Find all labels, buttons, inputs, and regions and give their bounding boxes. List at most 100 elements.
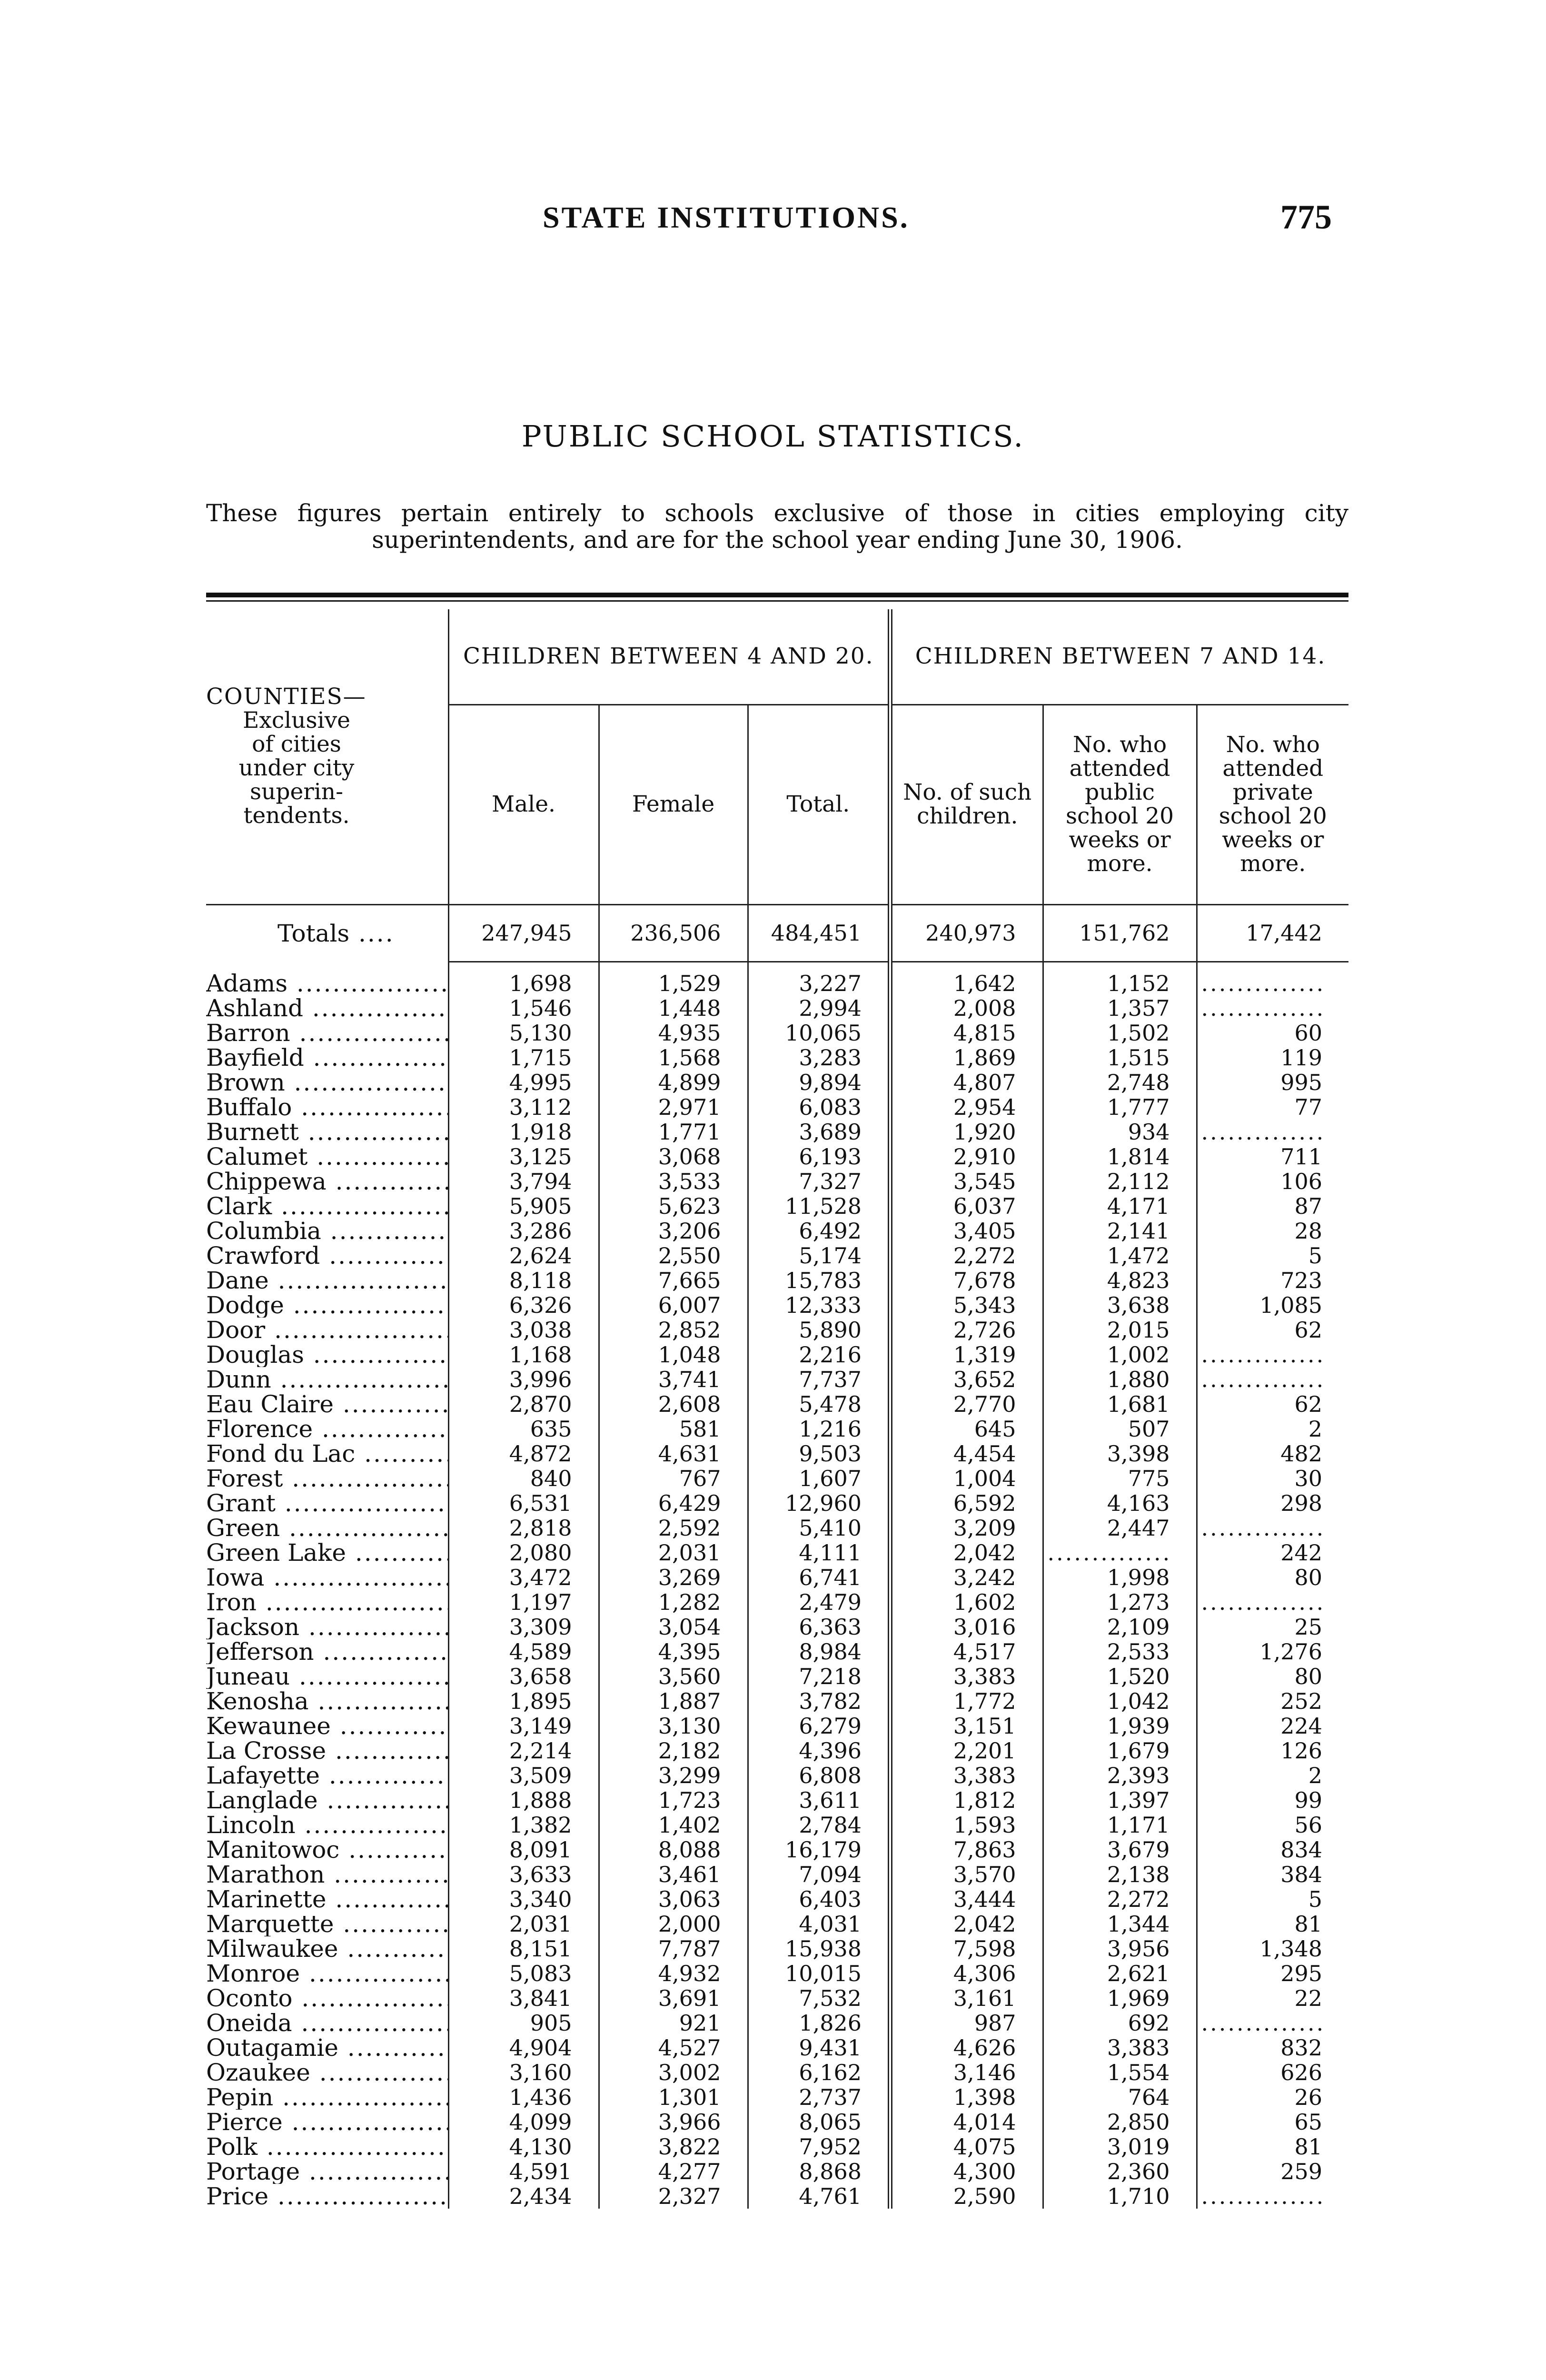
table-row: Kewaunee ..............................3…: [206, 1714, 1349, 1738]
cell-private-school: 81: [1196, 2134, 1349, 2159]
table-row: Barron ..............................5,1…: [206, 1021, 1349, 1045]
table-row: Milwaukee ..............................…: [206, 1936, 1349, 1961]
cell-male: 5,130: [447, 1021, 599, 1045]
cell-total: 2,784: [747, 1813, 891, 1837]
county-name: Iowa ..............................: [206, 1565, 448, 1590]
county-name-text: Ozaukee: [206, 2060, 310, 2085]
county-name: Calumet ..............................: [206, 1144, 448, 1169]
county-name: Pierce ..............................: [206, 2110, 448, 2134]
cell-male: 1,168: [447, 1342, 599, 1367]
cell-private-school: 81: [1196, 1912, 1349, 1936]
county-name: Barron ..............................: [206, 1021, 448, 1045]
page-number: 775: [1280, 198, 1332, 236]
cell-private-school: ..............: [1196, 2011, 1349, 2035]
totals-no-such: 240,973: [888, 904, 1043, 962]
col-header-total: Total.: [747, 704, 891, 905]
county-name-text: Calumet: [206, 1144, 308, 1169]
cell-no-such-children: 3,161: [888, 1986, 1043, 2011]
county-name-text: Lincoln: [206, 1813, 296, 1837]
cell-female: 3,691: [598, 1986, 748, 2011]
col-header-no-such-children: No. of such children.: [888, 704, 1043, 905]
cell-female: 3,206: [598, 1219, 748, 1243]
cell-total: 6,492: [747, 1219, 891, 1243]
cell-female: 1,282: [598, 1590, 748, 1615]
cell-male: 5,083: [447, 1961, 599, 1986]
cell-total: 10,015: [747, 1961, 891, 1986]
cell-no-such-children: 645: [888, 1417, 1043, 1441]
cell-male: 840: [447, 1466, 599, 1491]
county-name: Marquette ..............................: [206, 1912, 448, 1936]
table-row: Jackson ..............................3,…: [206, 1615, 1349, 1639]
cell-public-school: 1,880: [1042, 1367, 1197, 1392]
cell-total: 3,227: [747, 971, 891, 996]
cell-total: 6,363: [747, 1615, 891, 1639]
table-row: Clark ..............................5,90…: [206, 1194, 1349, 1219]
table-row: Ashland ..............................1,…: [206, 996, 1349, 1021]
cell-total: 2,737: [747, 2085, 891, 2110]
cell-public-school: 2,109: [1042, 1615, 1197, 1639]
cell-private-school: ..............: [1196, 1120, 1349, 1144]
county-name: Dane ..............................: [206, 1268, 448, 1293]
cell-public-school: 764: [1042, 2085, 1197, 2110]
cell-total: 6,193: [747, 1144, 891, 1169]
cell-male: 4,872: [447, 1441, 599, 1466]
cell-public-school: 3,383: [1042, 2035, 1197, 2060]
cell-private-school: 482: [1196, 1441, 1349, 1466]
cell-public-school: 1,814: [1042, 1144, 1197, 1169]
cell-private-school: 26: [1196, 2085, 1349, 2110]
cell-public-school: 1,042: [1042, 1689, 1197, 1714]
county-name-text: Lafayette: [206, 1763, 320, 1788]
cell-public-school: 1,554: [1042, 2060, 1197, 2085]
page-title: PUBLIC SCHOOL STATISTICS.: [521, 419, 1025, 454]
county-name-text: Forest: [206, 1466, 283, 1491]
cell-total: 4,111: [747, 1540, 891, 1565]
county-name: Grant ..............................: [206, 1491, 448, 1516]
cell-male: 2,818: [447, 1516, 599, 1540]
totals-private: 17,442: [1196, 904, 1349, 962]
table-row: Portage ..............................4,…: [206, 2159, 1349, 2184]
table-row: Green Lake .............................…: [206, 1540, 1349, 1565]
cell-public-school: 1,472: [1042, 1243, 1197, 1268]
cell-total: 7,094: [747, 1862, 891, 1887]
cell-total: 9,894: [747, 1070, 891, 1095]
table-row: Door ..............................3,038…: [206, 1318, 1349, 1342]
cell-female: 3,130: [598, 1714, 748, 1738]
cell-private-school: 80: [1196, 1664, 1349, 1689]
county-name-text: Kewaunee: [206, 1714, 331, 1738]
table-row: Juneau ..............................3,6…: [206, 1664, 1349, 1689]
cell-male: 8,118: [447, 1268, 599, 1293]
cell-total: 8,065: [747, 2110, 891, 2134]
cell-public-school: 507: [1042, 1417, 1197, 1441]
county-name: Manitowoc ..............................: [206, 1837, 448, 1862]
table-row: Kenosha ..............................1,…: [206, 1689, 1349, 1714]
cell-total: 8,984: [747, 1639, 891, 1664]
cell-male: 3,841: [447, 1986, 599, 2011]
table-row: Ozaukee ..............................3,…: [206, 2060, 1349, 2085]
cell-no-such-children: 1,812: [888, 1788, 1043, 1813]
county-name: Pepin ..............................: [206, 2085, 448, 2110]
cell-no-such-children: 2,910: [888, 1144, 1043, 1169]
county-name-text: Green: [206, 1516, 280, 1540]
cell-female: 2,327: [598, 2184, 748, 2209]
cell-no-such-children: 4,306: [888, 1961, 1043, 1986]
cell-female: 921: [598, 2011, 748, 2035]
cell-female: 767: [598, 1466, 748, 1491]
cell-public-school: 3,956: [1042, 1936, 1197, 1961]
cell-male: 3,125: [447, 1144, 599, 1169]
counties-header: COUNTIES— Exclusive of cities under city…: [206, 609, 448, 905]
cell-female: 4,395: [598, 1639, 748, 1664]
cell-total: 3,283: [747, 1045, 891, 1070]
table-row: Dane ..............................8,118…: [206, 1268, 1349, 1293]
cell-total: 4,761: [747, 2184, 891, 2209]
table-row: Lincoln ..............................1,…: [206, 1813, 1349, 1837]
cell-male: 1,382: [447, 1813, 599, 1837]
cell-private-school: 56: [1196, 1813, 1349, 1837]
cell-female: 6,007: [598, 1293, 748, 1318]
cell-private-school: 384: [1196, 1862, 1349, 1887]
cell-male: 3,149: [447, 1714, 599, 1738]
county-name: Jackson ..............................: [206, 1615, 448, 1639]
cell-female: 4,899: [598, 1070, 748, 1095]
cell-female: 2,000: [598, 1912, 748, 1936]
cell-total: 7,218: [747, 1664, 891, 1689]
cell-public-school: 1,357: [1042, 996, 1197, 1021]
